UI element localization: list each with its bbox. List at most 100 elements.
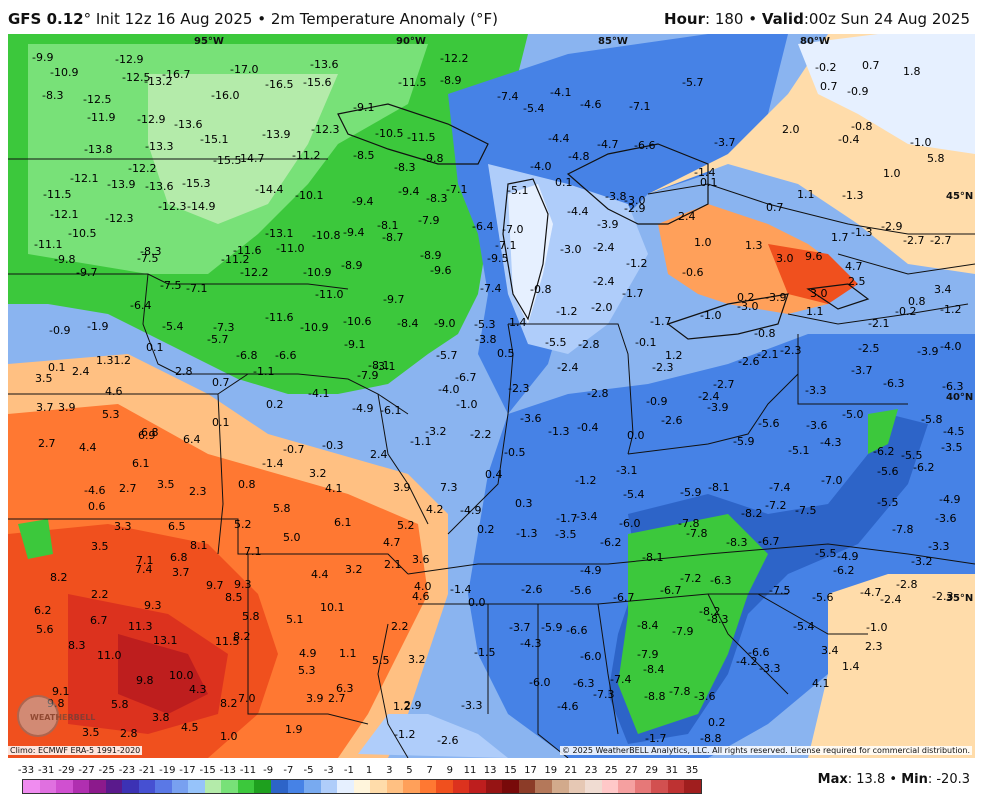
anomaly-map: 95°W 90°W 85°W 80°W 45°N 40°N 35°N -9.9 -… — [8, 34, 975, 758]
anomaly-value: -4.9 — [460, 504, 481, 517]
anomaly-value: -0.3 — [322, 439, 343, 452]
anomaly-value: -11.5 — [43, 188, 71, 201]
anomaly-value: -8.5 — [353, 149, 374, 162]
anomaly-value: 0.2 — [266, 398, 284, 411]
anomaly-value: -9.6 — [430, 264, 451, 277]
anomaly-value: -2.8 — [578, 338, 599, 351]
anomaly-value: -2.7 — [903, 234, 924, 247]
anomaly-value: 0.1 — [700, 176, 718, 189]
anomaly-value: -6.4 — [472, 220, 493, 233]
anomaly-value: -12.2 — [240, 266, 268, 279]
colorbar-swatch — [651, 780, 668, 793]
anomaly-value: 13.1 — [153, 634, 178, 647]
colorbar-swatch — [337, 780, 354, 793]
anomaly-value: -4.7 — [860, 586, 881, 599]
anomaly-value: -4.3 — [520, 637, 541, 650]
colorbar-swatch — [568, 780, 586, 793]
anomaly-value: -10.8 — [312, 229, 340, 242]
anomaly-value: -8.4 — [637, 619, 658, 632]
anomaly-value: -7.2 — [765, 499, 786, 512]
anomaly-value: -3.5 — [555, 528, 576, 541]
anomaly-value: 4.1 — [812, 677, 830, 690]
colorbar-swatch — [585, 780, 602, 793]
anomaly-value: -4.1 — [550, 86, 571, 99]
anomaly-value: 2.3 — [189, 485, 207, 498]
anomaly-value: -4.0 — [940, 340, 961, 353]
anomaly-value: 4.1 — [325, 482, 343, 495]
anomaly-value: 1.9 — [285, 723, 303, 736]
colorbar-tick-label: -19 — [159, 765, 176, 776]
anomaly-value: -2.1 — [757, 348, 778, 361]
anomaly-value: 3.3 — [114, 520, 132, 533]
anomaly-value: -3.3 — [759, 662, 780, 675]
anomaly-value: 2.5 — [848, 275, 866, 288]
anomaly-value: -1.2 — [394, 728, 415, 741]
anomaly-value: -6.3 — [942, 380, 963, 393]
colorbar-tick-label: 9 — [446, 765, 453, 776]
anomaly-value: 7.0 — [238, 692, 256, 705]
anomaly-value: 11.0 — [97, 649, 122, 662]
colorbar-tick-label: -9 — [263, 765, 274, 776]
degree-mark: ° — [83, 10, 92, 28]
anomaly-value: -2.1 — [868, 317, 889, 330]
colorbar-swatch — [56, 780, 73, 793]
anomaly-value: -7.1 — [446, 183, 467, 196]
anomaly-value: -11.1 — [34, 238, 62, 251]
anomaly-value: -13.9 — [107, 178, 135, 191]
anomaly-value: -1.0 — [910, 136, 931, 149]
anomaly-value: -6.4 — [130, 299, 151, 312]
anomaly-value: -8.9 — [341, 259, 362, 272]
anomaly-value: -2.2 — [470, 428, 491, 441]
anomaly-value: -10.9 — [303, 266, 331, 279]
anomaly-value: -3.1 — [374, 360, 395, 373]
anomaly-value: -9.0 — [434, 317, 455, 330]
valid-label: Valid — [761, 10, 804, 28]
colorbar-tick-label: -3 — [323, 765, 334, 776]
anomaly-value: 3.0 — [810, 287, 828, 300]
anomaly-value: 3.5 — [91, 540, 109, 553]
anomaly-value: 1.0 — [220, 730, 238, 743]
anomaly-value: 6.7 — [90, 614, 108, 627]
anomaly-value: -13.2 — [144, 75, 172, 88]
anomaly-value: -15.3 — [182, 177, 210, 190]
anomaly-value: -11.6 — [233, 244, 261, 257]
anomaly-value: -2.3 — [508, 382, 529, 395]
colorbar — [22, 779, 702, 794]
anomaly-value: -4.3 — [820, 436, 841, 449]
anomaly-value: -1.1 — [253, 365, 274, 378]
anomaly-value: 8.3 — [68, 639, 86, 652]
anomaly-value: -0.4 — [838, 133, 859, 146]
anomaly-value: 3.4 — [821, 644, 839, 657]
weatherbell-logo: WEATHERBELL — [17, 695, 95, 737]
anomaly-value: 0.0 — [468, 596, 486, 609]
lon-label-80w: 80°W — [800, 36, 830, 47]
anomaly-value: -2.7 — [713, 378, 734, 391]
anomaly-value: -16.0 — [211, 89, 239, 102]
anomaly-value: -8.3 — [707, 613, 728, 626]
anomaly-value: -6.6 — [275, 349, 296, 362]
anomaly-value: -5.8 — [921, 413, 942, 426]
climo-note: Climo: ECMWF ERA-5 1991-2020 — [8, 746, 143, 755]
anomaly-value: -3.3 — [461, 699, 482, 712]
anomaly-value: -2.0 — [591, 301, 612, 314]
anomaly-value: -5.1 — [507, 184, 528, 197]
anomaly-value: 1.2 — [665, 349, 683, 362]
anomaly-value: -9.7 — [76, 266, 97, 279]
anomaly-value: -7.8 — [678, 517, 699, 530]
anomaly-value: -5.6 — [758, 417, 779, 430]
anomaly-value: 10.1 — [320, 601, 345, 614]
anomaly-value: -1.2 — [626, 257, 647, 270]
anomaly-value: -5.9 — [680, 486, 701, 499]
anomaly-value: 5.1 — [286, 613, 304, 626]
anomaly-value: -1.0 — [700, 309, 721, 322]
anomaly-value: -12.9 — [115, 53, 143, 66]
anomaly-value: 3.5 — [35, 372, 53, 385]
anomaly-value: -12.9 — [137, 113, 165, 126]
anomaly-value: -7.0 — [502, 223, 523, 236]
anomaly-value: -8.3 — [394, 161, 415, 174]
colorbar-tick-label: -27 — [78, 765, 95, 776]
field-name: 2m Temperature Anomaly ( — [270, 10, 476, 28]
anomaly-value: -7.1 — [186, 282, 207, 295]
copyright-note: © 2025 WeatherBELL Analytics, LLC. All r… — [560, 746, 972, 755]
anomaly-value: 0.5 — [497, 347, 515, 360]
